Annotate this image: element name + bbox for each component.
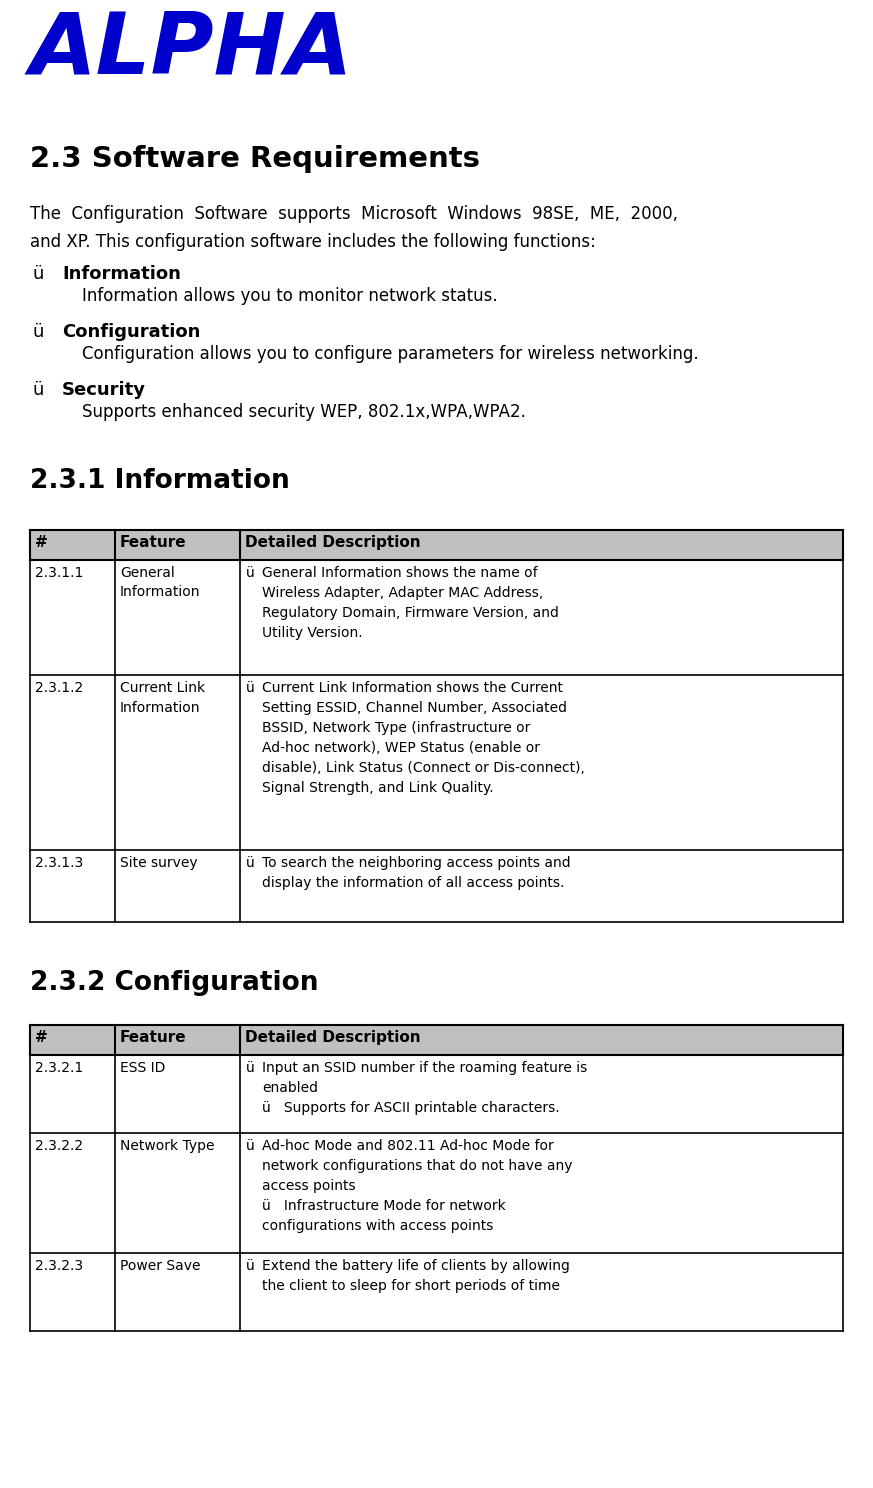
Text: ü: ü (246, 856, 255, 870)
Text: ESS ID: ESS ID (120, 1061, 165, 1074)
Text: Ad-hoc Mode and 802.11 Ad-hoc Mode for
network configurations that do not have a: Ad-hoc Mode and 802.11 Ad-hoc Mode for n… (262, 1138, 573, 1234)
Text: Configuration allows you to configure parameters for wireless networking.: Configuration allows you to configure pa… (82, 345, 698, 363)
Text: Feature: Feature (120, 1030, 187, 1045)
Text: Current Link
Information: Current Link Information (120, 682, 205, 714)
Text: General Information shows the name of
Wireless Adapter, Adapter MAC Address,
Reg: General Information shows the name of Wi… (262, 565, 559, 640)
Text: Network Type: Network Type (120, 1138, 215, 1153)
Bar (30, 1253, 843, 1330)
Text: Feature: Feature (120, 536, 187, 551)
Text: Detailed Description: Detailed Description (245, 536, 421, 551)
Text: Information: Information (62, 265, 181, 283)
Text: 2.3.2 Configuration: 2.3.2 Configuration (30, 970, 319, 995)
Text: 2.3.1.2: 2.3.1.2 (35, 682, 83, 695)
Text: Input an SSID number if the roaming feature is
enabled
ü   Supports for ASCII pr: Input an SSID number if the roaming feat… (262, 1061, 588, 1115)
Text: ü: ü (32, 265, 44, 283)
Bar (30, 1055, 843, 1132)
Bar (30, 850, 843, 923)
Text: 2.3.1.1: 2.3.1.1 (35, 565, 84, 580)
Text: and XP. This configuration software includes the following functions:: and XP. This configuration software incl… (30, 234, 596, 251)
Text: 2.3.2.2: 2.3.2.2 (35, 1138, 83, 1153)
Text: 2.3.1 Information: 2.3.1 Information (30, 469, 290, 494)
Text: The  Configuration  Software  supports  Microsoft  Windows  98SE,  ME,  2000,: The Configuration Software supports Micr… (30, 205, 678, 223)
Text: ü: ü (32, 323, 44, 341)
Text: 2.3.2.3: 2.3.2.3 (35, 1259, 83, 1274)
Bar (30, 1025, 843, 1055)
Text: Extend the battery life of clients by allowing
the client to sleep for short per: Extend the battery life of clients by al… (262, 1259, 570, 1293)
Text: Current Link Information shows the Current
Setting ESSID, Channel Number, Associ: Current Link Information shows the Curre… (262, 682, 585, 795)
Text: 2.3.1.3: 2.3.1.3 (35, 856, 83, 870)
Text: Power Save: Power Save (120, 1259, 201, 1274)
Bar (30, 676, 843, 850)
Text: General
Information: General Information (120, 565, 201, 600)
Text: 2.3 Software Requirements: 2.3 Software Requirements (30, 144, 480, 173)
Text: ü: ü (246, 565, 255, 580)
Text: Detailed Description: Detailed Description (245, 1030, 421, 1045)
Text: ALPHA: ALPHA (30, 7, 354, 91)
Text: To search the neighboring access points and
display the information of all acces: To search the neighboring access points … (262, 856, 571, 890)
Text: #: # (35, 1030, 48, 1045)
Bar (30, 559, 843, 676)
Bar (30, 1132, 843, 1253)
Text: Configuration: Configuration (62, 323, 201, 341)
Text: ü: ü (246, 682, 255, 695)
Text: ü: ü (246, 1138, 255, 1153)
Bar (30, 530, 843, 559)
Text: 2.3.2.1: 2.3.2.1 (35, 1061, 83, 1074)
Text: Supports enhanced security WEP, 802.1x,WPA,WPA2.: Supports enhanced security WEP, 802.1x,W… (82, 403, 526, 421)
Text: Information allows you to monitor network status.: Information allows you to monitor networ… (82, 287, 498, 305)
Text: ü: ü (246, 1259, 255, 1274)
Text: Security: Security (62, 381, 146, 399)
Text: Site survey: Site survey (120, 856, 197, 870)
Text: ü: ü (32, 381, 44, 399)
Text: ü: ü (246, 1061, 255, 1074)
Text: #: # (35, 536, 48, 551)
